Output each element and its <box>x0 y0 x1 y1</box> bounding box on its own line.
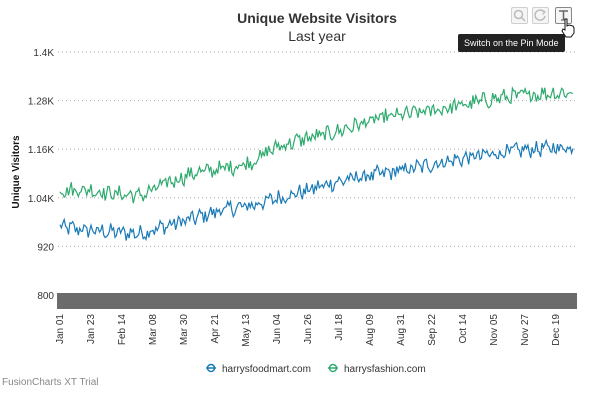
pin-mode-button[interactable] <box>555 7 572 24</box>
x-tick-label: Jul 18 <box>334 314 345 341</box>
x-tick-label: Nov 27 <box>520 314 531 346</box>
cursor-hand-icon <box>561 18 575 38</box>
legend-label: harrysfoodmart.com <box>222 364 311 375</box>
zoom-out-button[interactable] <box>511 7 528 24</box>
reset-button[interactable] <box>532 7 549 24</box>
x-tick-label: Jan 23 <box>86 314 97 344</box>
x-tick-label: Aug 09 <box>365 314 376 346</box>
y-axis-ticks: 1.4K 1.28K 1.16K 1.04K 920 800 <box>28 48 55 302</box>
y-tick-label: 920 <box>37 242 54 253</box>
x-tick-label: Apr 21 <box>210 314 221 344</box>
legend-label: harrysfashion.com <box>344 364 426 375</box>
series-line <box>59 138 574 242</box>
y-axis-label: Unique Visitors <box>11 135 22 209</box>
legend: harrysfoodmart.com harrysfashion.com <box>206 363 426 375</box>
grid-lines <box>58 51 577 247</box>
x-tick-label: Mar 08 <box>148 314 159 346</box>
series-lines <box>59 86 574 242</box>
x-tick-label: Nov 05 <box>489 314 500 346</box>
x-tick-label: Jan 01 <box>55 314 66 344</box>
y-tick-label: 1.4K <box>33 48 54 59</box>
x-tick-label: Oct 14 <box>458 314 469 344</box>
x-tick-label: Dec 19 <box>551 314 562 346</box>
x-tick-label: Aug 31 <box>396 314 407 346</box>
x-tick-label: Mar 30 <box>179 314 190 346</box>
x-tick-label: Jun 26 <box>303 314 314 344</box>
chart-title: Unique Website Visitors <box>237 10 397 26</box>
x-axis-ticks: Jan 01 Jan 23 Feb 14 Mar 08 Mar 30 Apr 21 May … <box>55 314 562 347</box>
y-tick-label: 1.04K <box>28 194 54 205</box>
pin-mode-tooltip: Switch on the Pin Mode <box>458 34 565 52</box>
y-tick-label: 800 <box>37 291 54 302</box>
reset-icon <box>534 9 546 21</box>
x-tick-label: May 13 <box>241 314 252 347</box>
trial-watermark: FusionCharts XT Trial <box>2 377 99 388</box>
series-line <box>59 86 574 204</box>
chart-subtitle: Last year <box>288 28 346 44</box>
scroll-bar[interactable] <box>57 293 577 309</box>
x-tick-label: Jun 04 <box>272 314 283 344</box>
x-tick-label: Feb 14 <box>117 314 128 346</box>
y-tick-label: 1.16K <box>28 145 54 156</box>
y-tick-label: 1.28K <box>28 97 54 108</box>
zoom-out-icon <box>513 9 526 22</box>
x-tick-label: Sep 22 <box>427 314 438 346</box>
